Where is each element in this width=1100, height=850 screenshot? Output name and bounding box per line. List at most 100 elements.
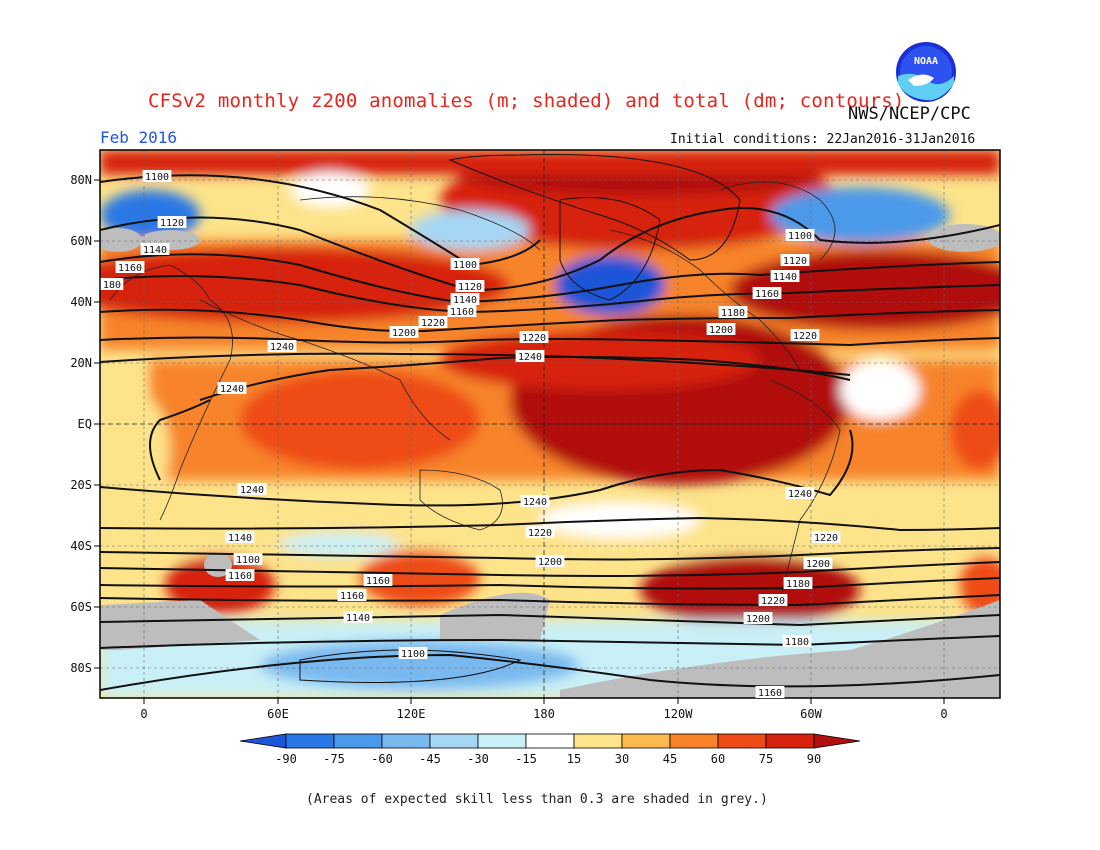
contour-label-text: 1220 <box>814 533 838 544</box>
contour-label-text: 1200 <box>709 325 733 336</box>
lat-label: 60S <box>70 600 92 614</box>
contour-label-bg <box>785 487 815 499</box>
colorbar-tick-label: 45 <box>663 752 677 766</box>
contour-label-bg <box>755 686 785 698</box>
contour-label-text: 1140 <box>773 272 797 283</box>
colorbar-tick-label: 75 <box>759 752 773 766</box>
contour-label: 1200 <box>743 612 773 625</box>
contour-label-text: 1160 <box>228 571 252 582</box>
contour-label: 1200 <box>535 555 565 568</box>
contour-label: 1100 <box>450 258 480 271</box>
contour-label: 1220 <box>525 526 555 539</box>
contour-label-text: 1120 <box>160 218 184 229</box>
contour-label: 1160 <box>755 686 785 699</box>
contour-label: 1180 <box>782 635 812 648</box>
colorbar-box <box>765 733 815 749</box>
contour-label-text: 1160 <box>340 591 364 602</box>
contour-label: 1220 <box>418 316 448 329</box>
contour-label-text: 1100 <box>788 231 812 242</box>
contour-label: 1220 <box>519 331 549 344</box>
contour-label-text: 1160 <box>118 263 142 274</box>
contour-label-bg <box>389 326 419 338</box>
contour-label-bg <box>343 611 373 623</box>
colorbar-box <box>621 733 671 749</box>
noaa-logo-text: NOAA <box>914 56 938 67</box>
contour-label-text: 1140 <box>453 295 477 306</box>
colorbar-box <box>381 733 431 749</box>
contour-label-bg <box>780 254 810 266</box>
contour-label: 1100 <box>142 170 172 183</box>
contour-label-text: 1140 <box>346 613 370 624</box>
contour-label: 1140 <box>770 270 800 283</box>
contour-label-bg <box>785 229 815 241</box>
coastlines <box>109 181 841 601</box>
colorbar-boxes <box>239 733 861 749</box>
contour-label-bg <box>225 569 255 581</box>
contour-label-bg <box>535 555 565 567</box>
contour-label: 1140 <box>343 611 373 624</box>
contour-label-bg <box>782 635 812 647</box>
colorbar-tick-label: -90 <box>275 752 297 766</box>
agency-label: NWS/NCEP/CPC <box>848 104 971 124</box>
contour-label-text: 1120 <box>783 256 807 267</box>
contour-label-bg <box>267 340 297 352</box>
contour-label: 1220 <box>790 329 820 342</box>
contour-label: 1200 <box>706 323 736 336</box>
contour-label: 1160 <box>363 574 393 587</box>
latitude-labels: 80N 60N 40N 20N EQ 20S 40S 60S 80S <box>70 173 92 675</box>
contour-label: 1180 <box>718 306 748 319</box>
lon-label: 60E <box>267 707 289 721</box>
contour-label-bg <box>515 350 545 362</box>
colorbar-box <box>717 733 767 749</box>
colorbar-tick-label: 30 <box>615 752 629 766</box>
contour-label-bg <box>803 557 833 569</box>
contour-label-text: 1160 <box>450 307 474 318</box>
colorbar-box <box>285 733 335 749</box>
lat-lon-grid <box>100 150 1000 698</box>
contour-label-bg <box>455 280 485 292</box>
contour-label-text: 1100 <box>236 555 260 566</box>
colorbar-tick-label: -15 <box>515 752 537 766</box>
contour-label-bg <box>363 574 393 586</box>
colorbar-tick-label: -60 <box>371 752 393 766</box>
contour-label-bg <box>770 270 800 282</box>
contour-label: 1220 <box>758 594 788 607</box>
contour-label-text: 1100 <box>401 649 425 660</box>
contour-label: 1200 <box>389 326 419 339</box>
contour-label: 1140 <box>450 293 480 306</box>
contour-label: 1240 <box>217 382 247 395</box>
colorbar-tick-label: -45 <box>419 752 441 766</box>
colorbar-arrow-high <box>813 733 861 749</box>
contour-label: 1240 <box>785 487 815 500</box>
colorbar-tick-label: 90 <box>807 752 821 766</box>
contour-label: 1220 <box>811 531 841 544</box>
contour-label-text: 1180 <box>721 308 745 319</box>
contour-label: 1100 <box>233 553 263 566</box>
contour-label-text: 1240 <box>220 384 244 395</box>
lon-label: 60W <box>800 707 822 721</box>
colorbar-box <box>477 733 527 749</box>
colorbar-tick-label: 15 <box>567 752 581 766</box>
anomaly-shading <box>100 150 1000 698</box>
contour-label-bg <box>398 647 428 659</box>
contour-label-text: 1100 <box>145 172 169 183</box>
contour-label: 1120 <box>455 280 485 293</box>
thin-contours <box>299 154 741 683</box>
lat-label: 20N <box>70 356 92 370</box>
contour-label-bg <box>525 526 555 538</box>
lon-label: 120W <box>664 707 694 721</box>
contour-label-bg <box>447 305 477 317</box>
contour-label: 1100 <box>398 647 428 660</box>
lon-label: 180 <box>533 707 555 721</box>
contour-label-text: 1200 <box>806 559 830 570</box>
contour-label: 180 <box>100 278 124 291</box>
colorbar-box <box>429 733 479 749</box>
contour-label: 1200 <box>803 557 833 570</box>
contour-label-text: 1220 <box>793 331 817 342</box>
contour-label-bg <box>100 278 124 290</box>
contour-label-text: 1240 <box>240 485 264 496</box>
contour-label-text: 1240 <box>788 489 812 500</box>
colorbar: -90 -75 -60 -45 -30 -15 15 30 45 60 75 9… <box>239 733 861 766</box>
colorbar-tick-label: 60 <box>711 752 725 766</box>
contour-label: 1160 <box>115 261 145 274</box>
